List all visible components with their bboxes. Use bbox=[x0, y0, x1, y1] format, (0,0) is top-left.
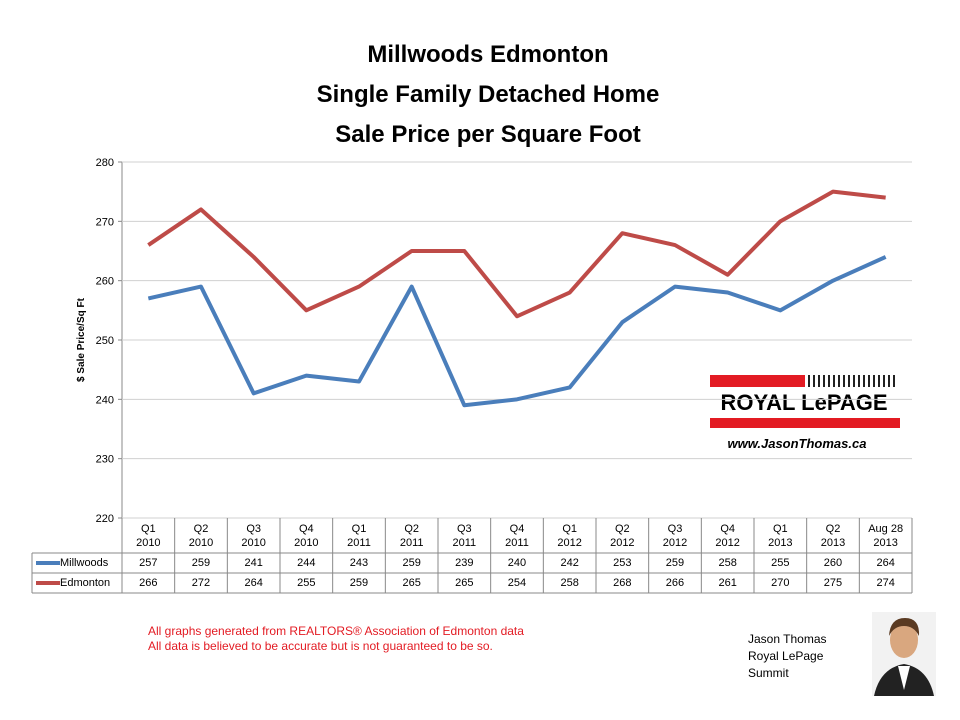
y-axis-label: $ Sale Price/Sq Ft bbox=[76, 297, 87, 382]
table-value: 259 bbox=[349, 577, 369, 589]
logo-url: www.JasonThomas.ca bbox=[728, 436, 867, 451]
table-value: 274 bbox=[876, 577, 895, 589]
x-tick-label: Q3 2010 bbox=[241, 523, 266, 549]
y-tick-label: 260 bbox=[96, 276, 114, 288]
chart-title: Sale Price per Square Foot bbox=[335, 121, 640, 148]
logo-stripes bbox=[808, 375, 895, 387]
table-value: 259 bbox=[665, 557, 685, 569]
signature: Royal LePage bbox=[748, 649, 824, 663]
table-value: 266 bbox=[139, 577, 158, 589]
x-tick-label: Q3 2011 bbox=[452, 523, 477, 549]
signature: Jason Thomas bbox=[748, 632, 827, 646]
table-value: 241 bbox=[244, 557, 263, 569]
x-tick-label: Q2 2011 bbox=[399, 523, 424, 549]
table-value: 259 bbox=[191, 557, 211, 569]
x-tick-label: Q2 2010 bbox=[188, 523, 214, 549]
signature: Summit bbox=[748, 666, 789, 680]
table-value: 240 bbox=[507, 557, 527, 569]
table-value: 266 bbox=[665, 577, 685, 589]
table-value: 258 bbox=[560, 577, 579, 589]
table-value: 254 bbox=[507, 577, 527, 589]
table-value: 261 bbox=[718, 577, 737, 589]
y-tick-label: 270 bbox=[96, 216, 114, 228]
x-tick-label: Q3 2012 bbox=[662, 523, 688, 549]
footnote: All data is believed to be accurate but … bbox=[148, 639, 493, 653]
table-value: 268 bbox=[613, 577, 632, 589]
table-value: 253 bbox=[613, 557, 632, 569]
series-line bbox=[147, 189, 886, 319]
table-value: 239 bbox=[455, 557, 474, 569]
y-tick-label: 230 bbox=[96, 454, 114, 466]
table-value: 265 bbox=[455, 577, 474, 589]
logo-brand: ROYAL LePAGE bbox=[720, 390, 887, 415]
x-tick-label: Q1 2012 bbox=[557, 523, 582, 549]
x-tick-label: Q1 2011 bbox=[347, 523, 371, 549]
y-tick-label: 250 bbox=[96, 335, 114, 347]
photo bbox=[872, 612, 936, 696]
table-value: 270 bbox=[771, 577, 790, 589]
x-tick-label: Q4 2010 bbox=[294, 523, 319, 549]
table-value: 244 bbox=[297, 557, 316, 569]
table-value: 260 bbox=[823, 557, 843, 569]
logo: ROYAL LePAGE www.JasonThomas.ca bbox=[706, 368, 916, 460]
x-tick-label: Q2 2013 bbox=[820, 523, 846, 549]
table-value: 265 bbox=[402, 577, 421, 589]
x-tick-label: Q1 2010 bbox=[136, 523, 161, 549]
table-value: 275 bbox=[823, 577, 843, 589]
x-tick-label: Q1 2013 bbox=[768, 523, 793, 549]
table-value: 243 bbox=[349, 557, 369, 569]
footnote: All graphs generated from REALTORS® Asso… bbox=[148, 624, 524, 638]
table-value: 242 bbox=[560, 557, 579, 569]
chart-title: Millwoods Edmonton bbox=[367, 41, 608, 68]
table-value: 259 bbox=[402, 557, 421, 569]
logo-bar bbox=[710, 375, 805, 387]
chart-title: Single Family Detached Home bbox=[317, 81, 660, 108]
y-tick-label: 220 bbox=[96, 513, 114, 525]
series-line bbox=[147, 255, 887, 408]
table-value: 255 bbox=[297, 577, 316, 589]
legend-label: Millwoods bbox=[60, 557, 109, 569]
logo-bar bbox=[710, 418, 900, 428]
x-tick-label: Q2 2012 bbox=[610, 523, 635, 549]
table-value: 264 bbox=[244, 577, 263, 589]
x-tick-label: Aug 28 2013 bbox=[868, 523, 904, 549]
table-value: 258 bbox=[718, 557, 737, 569]
y-tick-label: 280 bbox=[96, 157, 114, 169]
table-value: 255 bbox=[771, 557, 790, 569]
legend-label: Edmonton bbox=[60, 577, 111, 589]
table-value: 257 bbox=[139, 557, 158, 569]
table-value: 264 bbox=[876, 557, 895, 569]
table-value: 272 bbox=[191, 577, 211, 589]
x-tick-label: Q4 2012 bbox=[715, 523, 740, 549]
y-tick-label: 240 bbox=[96, 394, 114, 406]
x-tick-label: Q4 2011 bbox=[505, 523, 529, 549]
